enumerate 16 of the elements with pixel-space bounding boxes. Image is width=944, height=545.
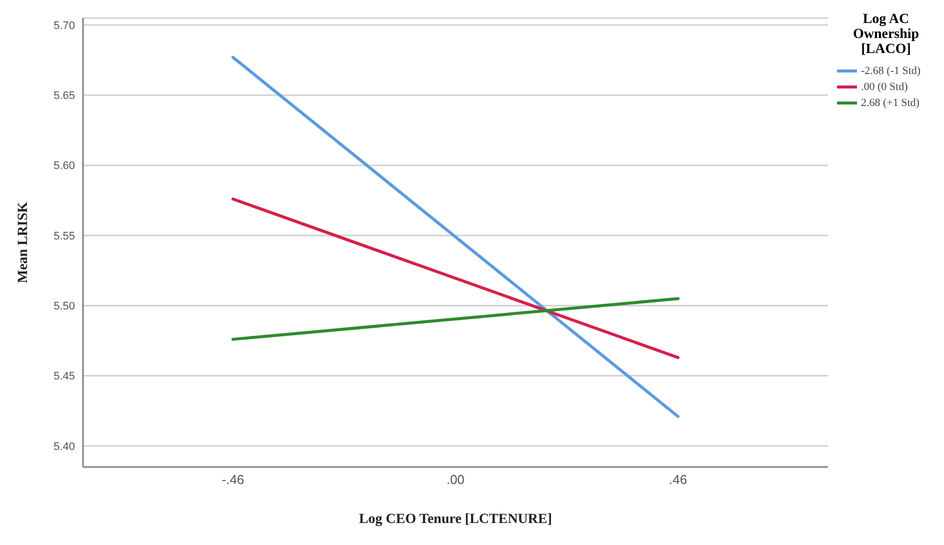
y-axis-title: Mean LRISK [16, 202, 31, 284]
x-tick-label: .00 [446, 472, 465, 488]
y-tick-label: 5.65 [54, 90, 75, 102]
legend-label: -2.68 (-1 Std) [861, 64, 921, 79]
y-tick-label: 5.45 [54, 370, 75, 383]
x-tick-label: -.46 [222, 472, 244, 488]
y-tick-label: 5.50 [54, 300, 75, 313]
y-tick-label: 5.70 [54, 20, 75, 32]
y-tick-label: 5.40 [54, 440, 75, 453]
legend-title: Log AC Ownership [LACO] [852, 12, 920, 57]
legend-label: 2.68 (+1 Std) [861, 96, 920, 111]
x-tick-label: .46 [668, 472, 688, 488]
y-tick-label: 5.60 [54, 160, 75, 172]
x-axis-title: Log CEO Tenure [LCTENURE] [358, 512, 552, 527]
y-tick-label: 5.55 [54, 230, 75, 242]
legend-label: .00 (0 Std) [861, 80, 908, 95]
